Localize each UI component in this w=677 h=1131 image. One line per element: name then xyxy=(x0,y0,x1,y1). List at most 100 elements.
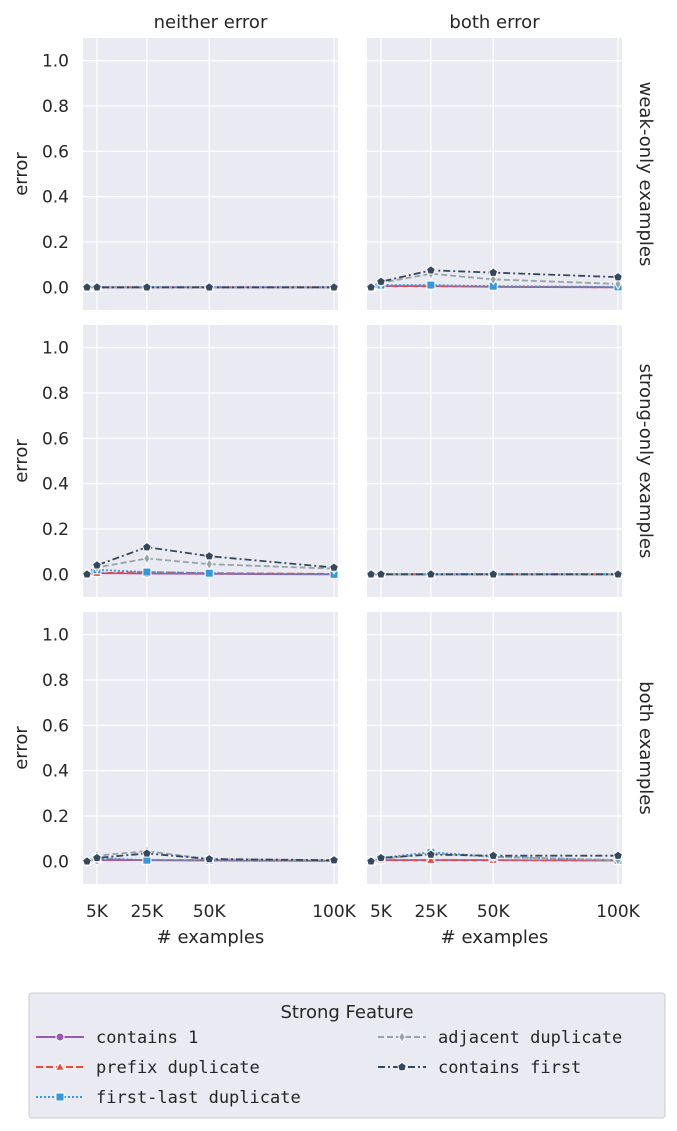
legend-title: Strong Feature xyxy=(280,1002,413,1023)
y-tick-label: 0.0 xyxy=(42,565,69,585)
row-title: strong-only examples xyxy=(635,364,656,559)
panel-background xyxy=(83,38,338,310)
data-point xyxy=(204,853,215,864)
y-tick-label: 1.0 xyxy=(42,339,69,359)
data-point xyxy=(425,569,436,579)
data-point xyxy=(366,856,376,866)
legend-entry: contains 1 xyxy=(36,1028,198,1048)
y-tick-label: 0.2 xyxy=(42,233,69,253)
y-axis-label: error xyxy=(11,152,32,196)
x-tick-label: 100K xyxy=(596,902,640,922)
panel-r0-c0 xyxy=(81,38,340,310)
panel-r1-c0 xyxy=(81,325,340,597)
data-point xyxy=(376,276,386,286)
y-tick-label: 1.0 xyxy=(42,626,69,646)
data-point xyxy=(613,569,623,579)
x-tick-label: 5K xyxy=(370,902,393,922)
panel-background xyxy=(83,325,338,597)
legend: Strong Feature contains 1 prefix duplicate… xyxy=(28,992,666,1119)
x-tick-label: 50K xyxy=(193,902,227,922)
y-tick-label: 0.8 xyxy=(42,384,69,404)
data-point xyxy=(425,849,436,859)
legend-marker xyxy=(55,1092,65,1102)
y-tick-label: 0.0 xyxy=(42,278,69,298)
legend-label: prefix duplicate xyxy=(96,1058,260,1078)
data-point xyxy=(488,267,499,277)
row-title: weak-only examples xyxy=(635,82,656,267)
data-point xyxy=(376,569,386,579)
panel-background xyxy=(367,612,622,884)
data-point xyxy=(204,282,215,292)
legend-entry: adjacent duplicate xyxy=(378,1028,622,1048)
panel-background xyxy=(367,38,622,310)
y-tick-label: 0.4 xyxy=(42,762,69,782)
x-tick-label: 100K xyxy=(312,902,356,922)
x-tick-label: 5K xyxy=(86,902,109,922)
data-point xyxy=(329,282,339,292)
data-point xyxy=(488,569,499,579)
panel-r2-c1 xyxy=(365,612,624,884)
panel-r0-c1 xyxy=(365,38,624,310)
legend-label: contains 1 xyxy=(96,1028,198,1048)
legend-entry: first-last duplicate xyxy=(36,1088,301,1108)
row-title: both examples xyxy=(635,681,656,814)
series-line xyxy=(86,850,335,863)
data-point xyxy=(366,282,376,292)
series-line xyxy=(370,852,619,863)
y-tick-label: 0.6 xyxy=(42,429,69,449)
data-point xyxy=(204,550,215,561)
panel-background xyxy=(367,325,622,597)
y-tick-label: 0.4 xyxy=(42,188,69,208)
legend-label: contains first xyxy=(438,1058,581,1078)
legend-marker xyxy=(398,1030,406,1044)
column-title: both error xyxy=(449,12,540,33)
data-point xyxy=(143,552,151,565)
x-axis-label: # examples xyxy=(157,927,265,948)
data-point xyxy=(141,282,152,292)
y-axis-label: error xyxy=(11,439,32,483)
legend-box xyxy=(28,992,666,1119)
data-point xyxy=(488,850,499,860)
panel-r2-c0 xyxy=(81,612,340,884)
legend-marker xyxy=(55,1032,65,1042)
column-title: neither error xyxy=(154,12,268,33)
legend-marker xyxy=(54,1061,66,1071)
data-point xyxy=(141,848,152,858)
data-point xyxy=(82,856,92,866)
y-tick-label: 0.2 xyxy=(42,520,69,540)
data-point xyxy=(613,850,623,860)
data-point xyxy=(366,569,376,579)
panel-background xyxy=(83,612,338,884)
y-tick-label: 0.4 xyxy=(42,475,69,495)
data-point xyxy=(329,562,339,572)
data-point xyxy=(425,265,436,275)
x-tick-label: 25K xyxy=(130,902,164,922)
data-point xyxy=(92,560,102,570)
data-point xyxy=(204,568,214,578)
legend-label: first-last duplicate xyxy=(96,1088,301,1108)
data-point xyxy=(92,282,102,292)
legend-entry: prefix duplicate xyxy=(36,1058,260,1078)
y-tick-label: 0.6 xyxy=(42,142,69,162)
y-tick-label: 0.8 xyxy=(42,671,69,691)
data-point xyxy=(141,541,152,552)
x-axis-label: # examples xyxy=(441,927,549,948)
y-axis-label: error xyxy=(11,726,32,770)
data-point xyxy=(426,280,436,290)
x-tick-label: 25K xyxy=(414,902,448,922)
data-point xyxy=(205,557,214,571)
x-tick-label: 50K xyxy=(477,902,511,922)
series-line xyxy=(370,272,619,289)
data-point xyxy=(82,282,92,292)
data-point xyxy=(376,852,386,863)
data-point xyxy=(82,569,92,579)
y-tick-label: 0.0 xyxy=(42,852,69,872)
data-point xyxy=(329,854,339,865)
legend-marker xyxy=(397,1061,407,1072)
panel-r1-c1 xyxy=(365,325,624,597)
series-line xyxy=(86,557,335,576)
y-tick-label: 0.6 xyxy=(42,716,69,736)
data-point xyxy=(613,271,623,282)
legend-entry: contains first xyxy=(378,1058,581,1078)
